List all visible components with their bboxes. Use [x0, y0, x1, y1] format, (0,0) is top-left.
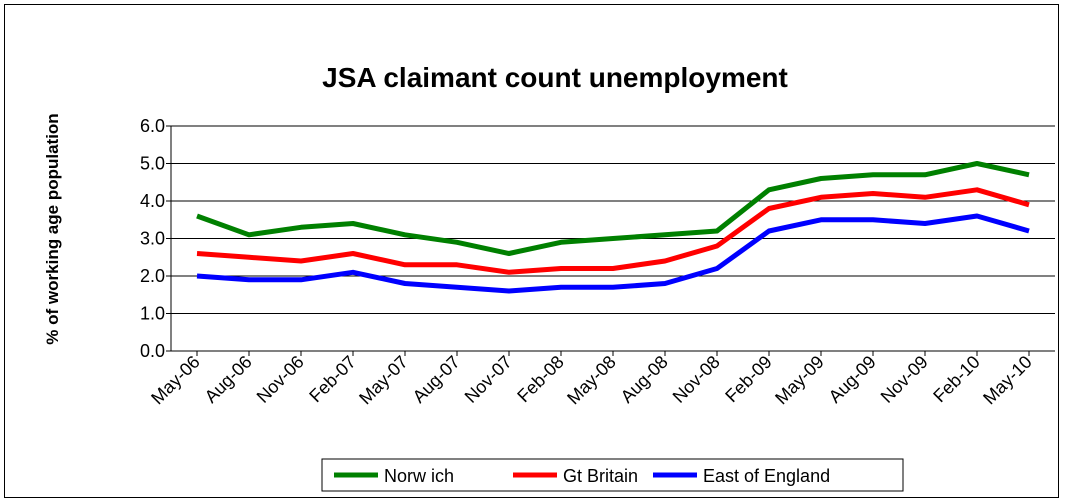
x-tick-label: Feb-07	[305, 352, 359, 406]
x-tick-label: Nov-07	[461, 352, 516, 407]
chart-title: JSA claimant count unemployment	[322, 62, 788, 93]
legend-label: Norw ich	[384, 466, 454, 486]
legend: Norw ich Gt Britain East of England	[321, 458, 904, 492]
x-tick-label: Aug-09	[825, 352, 880, 407]
x-tick-label: Aug-06	[201, 352, 256, 407]
y-tick-labels: 0.0 1.0 2.0 3.0 4.0 5.0 6.0	[140, 116, 165, 361]
x-tick-label: May-07	[355, 352, 412, 409]
y-axis-label: % of working age population	[43, 113, 62, 344]
chart-frame: JSA claimant count unemployment % of wor…	[4, 4, 1059, 498]
x-tick-labels: May-06Aug-06Nov-06Feb-07May-07Aug-07Nov-…	[147, 352, 1036, 409]
series-line-1	[196, 187, 1030, 275]
x-tick-label: May-08	[563, 352, 620, 409]
x-tick-label: Nov-06	[253, 352, 308, 407]
axes	[166, 125, 1055, 356]
x-tick-label: Aug-07	[409, 352, 464, 407]
x-tick-label: Nov-09	[877, 352, 932, 407]
legend-label: Gt Britain	[563, 466, 638, 486]
legend-label: East of England	[703, 466, 830, 486]
y-tick-label: 6.0	[140, 116, 165, 136]
y-tick-label: 1.0	[140, 304, 165, 324]
y-tick-label: 5.0	[140, 154, 165, 174]
series-lines	[196, 161, 1030, 294]
x-tick-label: Feb-09	[721, 352, 775, 406]
x-tick-label: Feb-10	[929, 352, 983, 406]
x-tick-label: Feb-08	[513, 352, 567, 406]
series-line-2	[196, 213, 1030, 294]
line-chart: JSA claimant count unemployment % of wor…	[43, 62, 1055, 492]
y-tick-label: 3.0	[140, 229, 165, 249]
x-tick-label: Nov-08	[669, 352, 724, 407]
series-line-0	[196, 161, 1030, 256]
legend-box	[321, 458, 904, 492]
x-tick-label: May-09	[771, 352, 828, 409]
x-tick-label: Aug-08	[617, 352, 672, 407]
y-tick-label: 4.0	[140, 191, 165, 211]
x-tick-label: May-10	[979, 352, 1036, 409]
y-tick-label: 2.0	[140, 266, 165, 286]
y-tick-label: 0.0	[140, 341, 165, 361]
